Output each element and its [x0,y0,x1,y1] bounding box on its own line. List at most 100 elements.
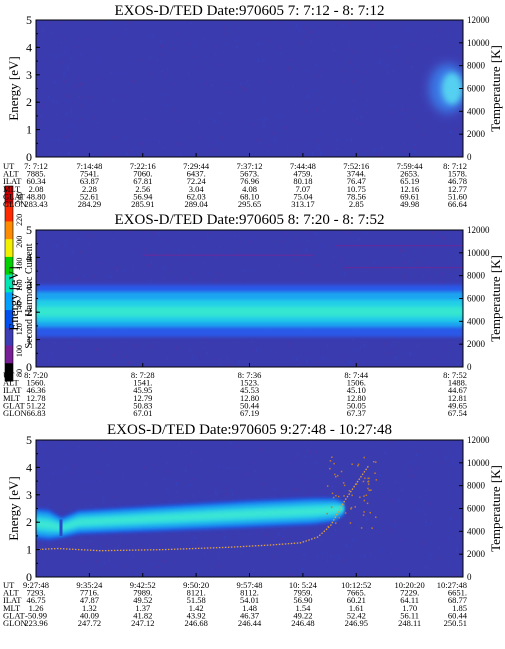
panel-title: EXOS-D/TED Date:970605 7: 7:12 - 8: 7:12 [115,3,385,19]
orbit-value: 10.75 [347,184,366,194]
orbit-row-label: UT [3,161,15,171]
panel-1 [35,19,464,158]
orbit-value: 3744. [347,169,366,179]
orbit-value: 246.48 [291,618,314,628]
orbit-value: 8: 7:36 [238,370,262,380]
y2-tick-label: 10000 [467,458,490,468]
y-tick-label: 4 [26,250,32,264]
colorbar-segment [5,345,13,364]
plot-area-1 [36,20,463,157]
orbit-value: 284.29 [78,199,101,209]
orbit-value: 63.87 [80,176,99,186]
y-axis-label: Energy [eV] [6,56,21,120]
y2-tick-label: 6000 [467,504,486,514]
orbit-value: 2.28 [82,184,97,194]
orbit-value: 2653. [400,169,419,179]
streak [142,254,314,256]
orbit-value: 78.56 [347,191,366,201]
y-tick-label: 1 [26,543,32,557]
orbit-value: 68.10 [240,191,259,201]
orbit-value: 7959. [293,588,312,598]
streak [334,245,463,247]
orbit-value: 56.94 [133,191,153,201]
orbit-value: 246.95 [345,618,368,628]
orbit-row-label: GLON [3,199,27,209]
orbit-row-label: ALT [3,588,20,598]
orbit-value: 56.90 [293,595,312,605]
colorbar-segment [5,327,13,347]
orbit-value: 223.96 [24,618,47,628]
orbit-value: 5673. [240,169,259,179]
orbit-value: 49.98 [400,199,419,209]
colorbar-segment [5,274,13,293]
orbit-value: 50.83 [133,400,152,410]
orbit-value: 12.80 [347,393,366,403]
orbit-value: 4.08 [242,184,257,194]
y2-tick-label: 8000 [467,481,486,491]
orbit-value: 10:20:20 [395,580,425,590]
orbit-value: 7665. [347,588,366,598]
orbit-value: 51.58 [187,595,206,605]
orbit-value: 246.68 [184,618,207,628]
colorbar-segment [5,256,13,276]
orbit-value: 72.24 [187,176,207,186]
orbit-value: 47.87 [80,595,99,605]
colorbar-tick-label: 80 [15,369,24,377]
y-tick-label: 3 [26,68,32,82]
orbit-value: 1506. [347,378,366,388]
y-tick-label: 0 [26,570,32,584]
orbit-row-label: GLAT [3,191,26,201]
colorbar-tick-label: 100 [15,345,24,357]
orbit-value: 12.79 [133,393,152,403]
orbit-row-label: ILAT [3,595,22,605]
y-tick-label: 1 [26,123,32,137]
y2-tick-label: 12000 [467,225,490,235]
orbit-value: 67.81 [133,176,152,186]
orbit-value: 7:14:48 [76,161,102,171]
orbit-value: 7541. [80,169,99,179]
orbit-value: 1541. [133,378,152,388]
orbit-value: 12.16 [400,184,419,194]
orbit-value: 9:42:52 [130,580,156,590]
temperature-trace [36,464,370,552]
heatmap-background [36,20,463,157]
orbit-row-label: ALT [3,378,20,388]
orbit-value: 46.36 [26,385,45,395]
orbit-value: 46.75 [26,595,45,605]
y2-tick-label: 4000 [467,316,486,326]
y2-tick-label: 0 [467,572,472,582]
orbit-value: 7885. [26,169,45,179]
orbit-value: 9:50:20 [183,580,209,590]
colorbar-segment [5,239,13,258]
orbit-value: 8: 7:20 [24,370,48,380]
orbit-value: 7:29:44 [183,161,210,171]
orbit-value: 66.64 [448,199,468,209]
orbit-value: 80.18 [293,176,312,186]
y-tick-label: 4 [26,460,32,474]
orbit-value: 67.19 [240,408,259,418]
y2-axis-label: Temperature [K] [488,465,503,552]
orbit-value: 289.04 [184,199,208,209]
orbit-value: 6437. [187,169,206,179]
orbit-value: 60.44 [448,610,468,620]
background-noise [36,440,463,577]
colorbar-segment [5,186,13,205]
orbit-value: 4759. [293,169,312,179]
band-notch [59,519,63,536]
orbit-value: 50.05 [347,400,366,410]
orbit-row-label: UT [3,580,15,590]
orbit-value: 1578. [448,169,467,179]
y-tick-label: 3 [26,488,32,502]
colorbar-tick-label: 180 [15,258,24,270]
orbit-value: 295.65 [238,199,261,209]
orbit-value: 1.70 [402,603,417,613]
orbit-value: 9:57:48 [237,580,263,590]
energy-band-4 [36,306,463,317]
orbit-value: 7:44:48 [290,161,316,171]
panel-title: EXOS-D/TED Date:970605 8: 7:20 - 8: 7:52 [115,212,385,228]
orbit-value: 2.08 [29,184,44,194]
orbit-value: 250.51 [444,618,467,628]
y2-tick-label: 6000 [467,84,486,94]
orbit-value: 12.81 [448,393,467,403]
